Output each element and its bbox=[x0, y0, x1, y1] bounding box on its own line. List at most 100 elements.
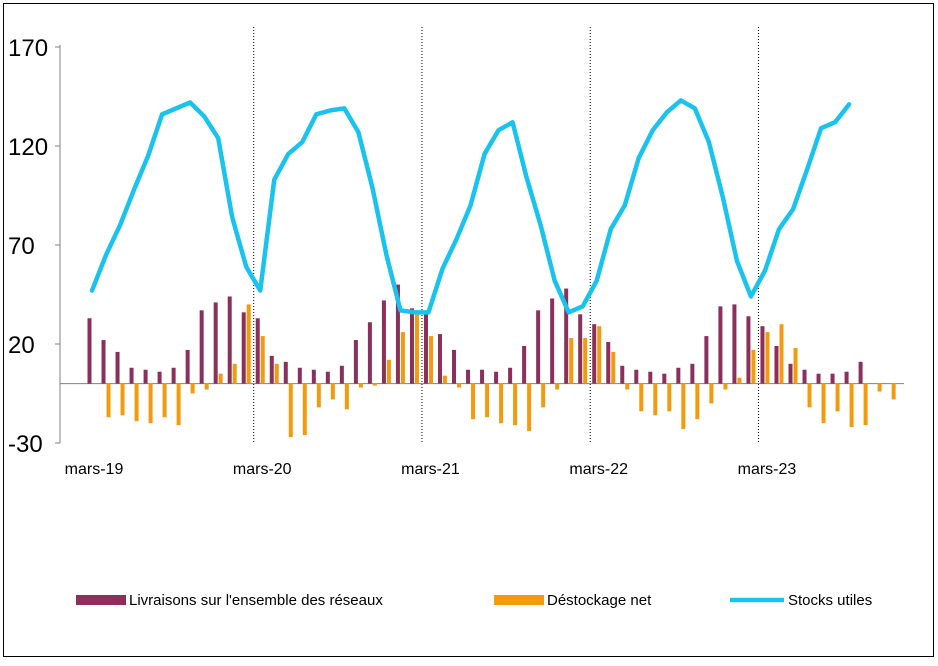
bar-livraisons bbox=[312, 370, 316, 384]
bar-destockage bbox=[107, 384, 111, 418]
bar-destockage bbox=[261, 336, 265, 384]
bar-destockage bbox=[177, 384, 181, 426]
bar-destockage bbox=[443, 376, 447, 384]
bar-livraisons bbox=[410, 308, 414, 383]
bar-livraisons bbox=[508, 368, 512, 384]
bar-destockage bbox=[765, 332, 769, 383]
x-tick-label: mars-20 bbox=[233, 461, 292, 478]
bar-livraisons bbox=[284, 362, 288, 384]
bar-destockage bbox=[401, 332, 405, 383]
bar-livraisons bbox=[480, 370, 484, 384]
bar-destockage bbox=[303, 384, 307, 435]
bar-destockage bbox=[541, 384, 545, 408]
bar-livraisons bbox=[326, 372, 330, 384]
bar-livraisons bbox=[102, 340, 106, 384]
bar-livraisons bbox=[242, 312, 246, 383]
bar-livraisons bbox=[690, 364, 694, 384]
bar-livraisons bbox=[354, 340, 358, 384]
bar-livraisons bbox=[676, 368, 680, 384]
x-tick-label: mars-22 bbox=[569, 461, 628, 478]
chart-frame bbox=[4, 4, 934, 657]
bar-livraisons bbox=[845, 372, 849, 384]
bar-destockage bbox=[794, 348, 798, 384]
bar-destockage bbox=[219, 374, 223, 384]
bar-livraisons bbox=[88, 318, 92, 383]
bar-destockage bbox=[163, 384, 167, 418]
bar-livraisons bbox=[494, 372, 498, 384]
y-tick-label: 120 bbox=[8, 134, 48, 161]
bar-livraisons bbox=[817, 374, 821, 384]
bar-livraisons bbox=[859, 362, 863, 384]
bar-livraisons bbox=[256, 318, 260, 383]
bar-livraisons bbox=[340, 366, 344, 384]
bar-destockage bbox=[415, 312, 419, 383]
bar-destockage bbox=[864, 384, 868, 426]
bar-livraisons bbox=[634, 370, 638, 384]
bar-destockage bbox=[373, 384, 377, 386]
bar-livraisons bbox=[704, 336, 708, 384]
x-tick-label: mars-23 bbox=[738, 461, 797, 478]
bar-livraisons bbox=[368, 322, 372, 383]
y-tick-label: 20 bbox=[8, 332, 35, 359]
bar-livraisons bbox=[438, 334, 442, 384]
bar-destockage bbox=[737, 378, 741, 384]
bar-destockage bbox=[878, 384, 882, 392]
bar-destockage bbox=[527, 384, 531, 432]
bar-livraisons bbox=[200, 310, 204, 383]
bar-livraisons bbox=[522, 346, 526, 384]
bar-livraisons bbox=[648, 372, 652, 384]
y-tick-label: -30 bbox=[8, 431, 43, 458]
bar-destockage bbox=[121, 384, 125, 416]
bar-destockage bbox=[233, 364, 237, 384]
bar-destockage bbox=[135, 384, 139, 422]
bar-destockage bbox=[205, 384, 209, 390]
bar-livraisons bbox=[214, 302, 218, 383]
bar-destockage bbox=[597, 326, 601, 383]
bar-livraisons bbox=[144, 370, 148, 384]
bar-destockage bbox=[247, 304, 251, 383]
bar-destockage bbox=[709, 384, 713, 404]
bar-destockage bbox=[149, 384, 153, 424]
bar-destockage bbox=[513, 384, 517, 426]
y-tick-label: 170 bbox=[8, 35, 48, 62]
x-tick-label: mars-19 bbox=[65, 461, 124, 478]
bar-destockage bbox=[695, 384, 699, 420]
bar-livraisons bbox=[270, 356, 274, 384]
bar-livraisons bbox=[158, 372, 162, 384]
bar-destockage bbox=[667, 384, 671, 412]
bar-livraisons bbox=[803, 370, 807, 384]
bar-livraisons bbox=[172, 368, 176, 384]
bar-livraisons bbox=[130, 368, 134, 384]
bar-destockage bbox=[555, 384, 559, 390]
bar-livraisons bbox=[452, 350, 456, 384]
bar-destockage bbox=[892, 384, 896, 400]
bar-destockage bbox=[275, 364, 279, 384]
bar-livraisons bbox=[228, 296, 232, 383]
bar-livraisons bbox=[550, 298, 554, 383]
bar-destockage bbox=[850, 384, 854, 428]
bar-livraisons bbox=[382, 300, 386, 383]
legend-swatch bbox=[494, 595, 544, 605]
bar-destockage bbox=[429, 336, 433, 384]
bar-destockage bbox=[611, 352, 615, 384]
bar-livraisons bbox=[760, 326, 764, 383]
bar-livraisons bbox=[789, 364, 793, 384]
bar-destockage bbox=[345, 384, 349, 410]
legend-swatch bbox=[76, 595, 126, 605]
bar-destockage bbox=[723, 384, 727, 390]
bar-destockage bbox=[317, 384, 321, 408]
bar-livraisons bbox=[620, 366, 624, 384]
bar-livraisons bbox=[578, 314, 582, 383]
bar-destockage bbox=[653, 384, 657, 416]
bar-destockage bbox=[625, 384, 629, 390]
bar-destockage bbox=[681, 384, 685, 430]
bar-livraisons bbox=[662, 374, 666, 384]
bar-destockage bbox=[569, 338, 573, 384]
bar-livraisons bbox=[186, 350, 190, 384]
bar-destockage bbox=[485, 384, 489, 418]
legend-label: Déstockage net bbox=[547, 592, 652, 609]
bar-destockage bbox=[836, 384, 840, 412]
bar-livraisons bbox=[718, 306, 722, 383]
